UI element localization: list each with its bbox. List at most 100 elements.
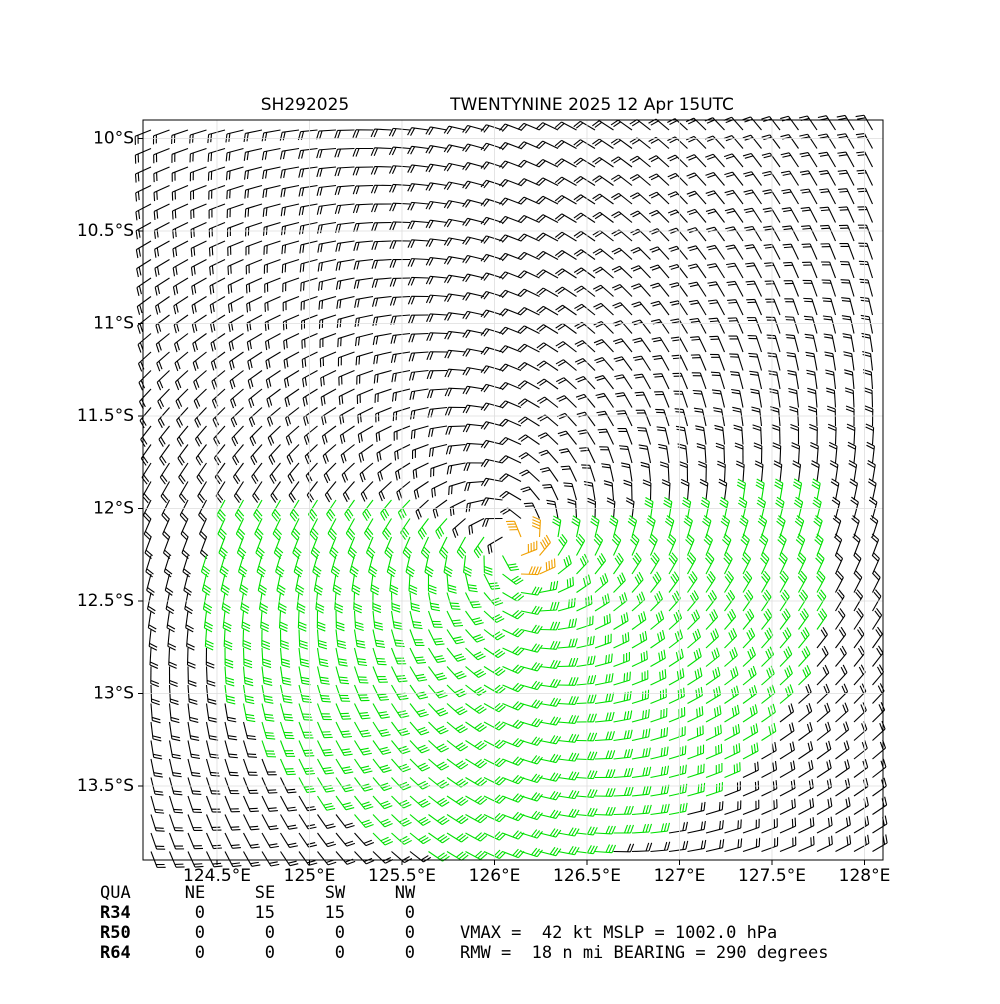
barb-feather [453, 623, 462, 624]
barb-feather [559, 449, 567, 451]
barb-feather [620, 596, 623, 604]
barb-feather [725, 190, 733, 192]
wind-barb [651, 553, 660, 574]
wind-barb [323, 445, 336, 464]
barb-feather [705, 118, 713, 121]
barb-feather [751, 392, 759, 394]
wind-barb [139, 371, 151, 391]
wind-barb [753, 425, 762, 445]
barb-feather [652, 267, 660, 270]
barb-feather [284, 226, 285, 234]
wind-barb [825, 370, 835, 389]
wind-barb [259, 593, 267, 614]
barb-feather [805, 352, 813, 353]
barb-feather [374, 185, 377, 193]
wind-barb [484, 611, 504, 622]
barb-feather [732, 407, 740, 409]
barb-feather [688, 139, 696, 142]
barb-feather [392, 374, 393, 382]
barb-feather [248, 208, 249, 217]
wind-barb [556, 305, 577, 315]
barb-feather [282, 662, 290, 664]
wind-barb [387, 556, 395, 577]
barb-feather [808, 406, 816, 409]
wind-barb [392, 611, 403, 629]
wind-barb [481, 366, 502, 374]
barb-feather [213, 341, 215, 349]
barb-feather [394, 335, 396, 343]
wind-barb [540, 602, 560, 611]
wind-barb [594, 534, 602, 555]
barb-feather [374, 625, 382, 627]
wind-barb [624, 480, 632, 500]
wind-barb [355, 611, 364, 630]
wind-barb [155, 260, 170, 277]
barb-feather [560, 433, 568, 436]
wind-barb [858, 225, 873, 241]
wind-barb [481, 236, 502, 244]
wind-barb [354, 593, 362, 613]
barb-feather [176, 266, 177, 274]
barb-feather [375, 204, 378, 212]
barb-feather [188, 680, 196, 683]
wind-barb [537, 379, 558, 389]
wind-barb [546, 500, 558, 518]
wind-barb [690, 337, 706, 352]
wind-barb [283, 315, 299, 330]
wind-barb [745, 245, 762, 260]
wind-barb [689, 300, 706, 315]
barb-feather [231, 303, 232, 311]
barb-feather [622, 466, 630, 468]
wind-barb [421, 537, 430, 559]
barb-feather [694, 612, 698, 620]
barb-feather [469, 526, 470, 534]
wind-barb [837, 115, 854, 130]
barb-feather [375, 279, 377, 287]
wind-barb [410, 630, 424, 646]
barb-feather [584, 482, 592, 484]
wind-barb [845, 388, 854, 408]
wind-barb [356, 352, 373, 365]
wind-barb [675, 409, 688, 426]
wind-barb [518, 179, 540, 186]
wind-barb [408, 259, 428, 267]
wind-barb [558, 598, 575, 611]
wind-barb [705, 553, 713, 574]
barb-feather [321, 262, 322, 270]
wind-barb [212, 371, 225, 390]
wind-barb [408, 240, 429, 248]
wind-barb [425, 556, 433, 577]
wind-barb [195, 426, 206, 446]
barb-feather [446, 427, 449, 435]
barb-feather [211, 134, 212, 143]
wind-barb [409, 371, 428, 381]
wind-barb [801, 226, 817, 241]
wind-barb [249, 389, 262, 408]
barb-feather [244, 133, 245, 141]
wind-barb [838, 170, 854, 185]
wind-barb [354, 241, 373, 251]
barb-feather [139, 383, 143, 391]
wind-barb [518, 381, 539, 389]
barb-feather [669, 283, 677, 285]
barb-feather [576, 394, 584, 397]
wind-barb [766, 317, 780, 333]
barb-feather [338, 130, 341, 138]
wind-barb [828, 424, 836, 444]
barb-feather [317, 131, 319, 139]
barb-feather [687, 191, 695, 194]
barb-feather [356, 149, 359, 157]
wind-barb [426, 276, 447, 284]
wind-barb [725, 190, 743, 204]
wind-barb [860, 279, 873, 296]
barb-feather [155, 287, 157, 295]
wind-barb [361, 482, 373, 502]
barb-feather [245, 190, 246, 199]
wind-barb [223, 611, 231, 632]
barb-feather [576, 377, 584, 380]
barb-feather [250, 341, 251, 349]
wind-barb [499, 124, 521, 131]
barb-feather [300, 226, 301, 234]
wind-barb [463, 330, 484, 338]
wind-barb [870, 516, 878, 537]
